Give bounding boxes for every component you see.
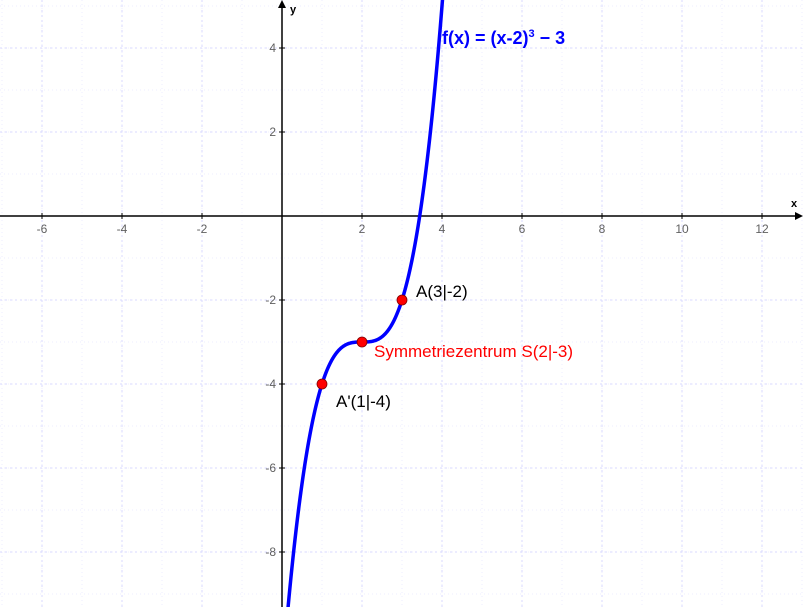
y-tick-label: -4 [265,377,276,391]
point-label-A: A(3|-2) [416,282,468,302]
x-tick-label: 4 [439,222,446,236]
x-tick-label: 6 [519,222,526,236]
y-tick-label: -2 [265,293,276,307]
x-axis-label: x [791,198,797,210]
x-tick-label: -4 [117,222,128,236]
formula-base: f(x) = (x-2) [442,28,529,48]
chart-svg [0,0,803,607]
x-tick-label: -2 [197,222,208,236]
y-tick-label: 4 [269,41,276,55]
point-label-S: Symmetriezentrum S(2|-3) [374,342,573,362]
x-tick-label: 10 [675,222,688,236]
cubic-function-chart: x y f(x) = (x-2)3 − 3 A(3|-2) Symmetriez… [0,0,803,607]
function-formula: f(x) = (x-2)3 − 3 [442,28,565,49]
y-tick-label: -8 [265,545,276,559]
formula-tail: − 3 [535,28,566,48]
point-label-Ap: A'(1|-4) [336,392,391,412]
y-axis-label: y [290,4,296,16]
y-tick-label: 2 [269,125,276,139]
x-tick-label: 8 [599,222,606,236]
x-tick-label: 2 [359,222,366,236]
x-tick-label: -6 [37,222,48,236]
x-tick-label: 12 [755,222,768,236]
y-tick-label: -6 [265,461,276,475]
